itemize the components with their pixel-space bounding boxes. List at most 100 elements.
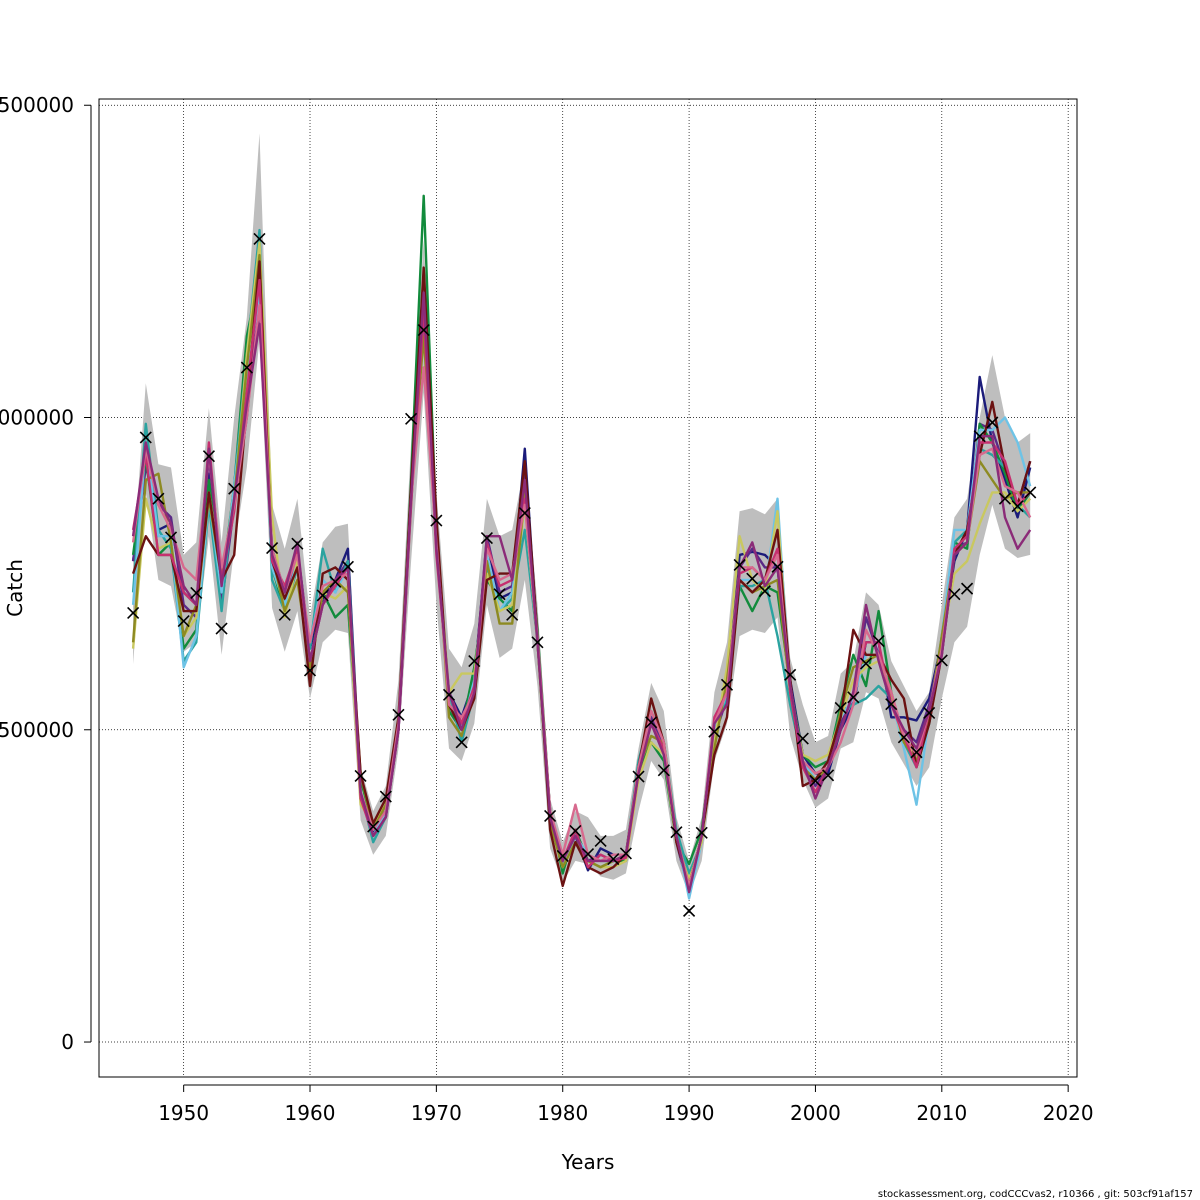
- observation-point: [923, 706, 936, 719]
- series-lines: [131, 194, 1032, 900]
- observation-point: [480, 531, 493, 545]
- x-axis-title: Years: [561, 1150, 615, 1174]
- marker-stroke: [544, 809, 557, 823]
- observation-point: [986, 416, 999, 429]
- marker-stroke: [506, 608, 519, 621]
- observation-point: [720, 678, 734, 691]
- marker-stroke: [202, 450, 215, 463]
- marker-stroke: [455, 736, 468, 749]
- x-tick-label: 1980: [537, 1101, 588, 1125]
- observation-point: [240, 361, 253, 374]
- marker-stroke: [910, 746, 923, 759]
- observation-point: [935, 654, 948, 667]
- series-line-6: [131, 241, 1032, 881]
- observation-point: [758, 585, 771, 598]
- observation-point: [127, 606, 140, 620]
- marker-stroke: [556, 849, 569, 862]
- x-tick-label: 1960: [285, 1101, 336, 1125]
- y-tick-label: 500000: [0, 718, 74, 742]
- observation-point: [202, 450, 215, 463]
- marker-stroke: [733, 558, 746, 571]
- observation-point: [998, 492, 1012, 505]
- marker-stroke: [316, 589, 329, 602]
- confidence-band-area: [133, 133, 1031, 896]
- observation-point: [973, 430, 986, 443]
- observation-point: [531, 636, 544, 649]
- marker-stroke: [986, 416, 999, 429]
- observation-point: [266, 541, 279, 555]
- marker-stroke: [228, 482, 241, 495]
- marker-stroke: [392, 708, 405, 721]
- footer-credit: stockassessment.org, codCCCvas2, r10366 …: [878, 1189, 1193, 1200]
- observation-point: [910, 746, 923, 759]
- observation-point: [430, 514, 443, 527]
- marker-stroke: [998, 492, 1012, 505]
- plot-frame: [98, 98, 1078, 1078]
- observation-point: [544, 809, 557, 823]
- observation-point: [784, 668, 797, 681]
- marker-stroke: [127, 606, 140, 620]
- observation-point: [392, 708, 405, 721]
- series-line-11: [131, 291, 1032, 894]
- marker-stroke: [367, 820, 380, 833]
- marker-stroke: [329, 575, 342, 588]
- observation-point: [303, 664, 317, 677]
- observation-point: [215, 622, 228, 635]
- confidence-band: [133, 133, 1031, 896]
- observation-point: [607, 852, 620, 866]
- marker-stroke: [923, 706, 936, 719]
- observation-point: [291, 537, 304, 550]
- observation-point: [405, 412, 418, 425]
- observation-point: [139, 431, 152, 444]
- marker-stroke: [897, 731, 910, 744]
- y-axis-title: Catch: [3, 559, 27, 617]
- observation-point: [367, 820, 380, 833]
- series-line-3: [131, 194, 1032, 875]
- observation-point: [506, 608, 519, 621]
- marker-stroke: [215, 622, 228, 635]
- marker-stroke: [619, 847, 632, 860]
- observation-point: [897, 731, 910, 744]
- marker-stroke: [303, 664, 317, 677]
- observation-point: [746, 572, 759, 585]
- marker-stroke: [164, 531, 178, 544]
- observation-point: [733, 558, 746, 571]
- observation-point: [948, 588, 961, 601]
- observation-point: [872, 635, 885, 648]
- marker-stroke: [796, 732, 809, 745]
- marker-stroke: [935, 654, 948, 667]
- marker-stroke: [240, 361, 253, 374]
- y-axis: 0 500000 1000000 1500000: [0, 93, 92, 1054]
- marker-stroke: [569, 824, 582, 838]
- marker-stroke: [594, 834, 607, 847]
- marker-stroke: [190, 586, 203, 600]
- observation-point: [961, 582, 974, 595]
- x-tick-label: 1970: [411, 1101, 462, 1125]
- marker-stroke: [834, 701, 847, 714]
- observation-point: [341, 560, 354, 573]
- marker-stroke: [720, 678, 734, 691]
- marker-stroke: [683, 904, 696, 917]
- observation-point: [417, 324, 430, 337]
- marker-stroke: [872, 635, 885, 648]
- observation-point: [708, 725, 721, 738]
- marker-stroke: [581, 847, 595, 861]
- x-axis: 1950 1960 1970 1980 1990 2000 2010 2020: [158, 1084, 1094, 1125]
- observation-point: [670, 826, 683, 839]
- observation-markers: [127, 232, 1037, 917]
- marker-stroke: [177, 615, 190, 628]
- observation-point: [594, 834, 607, 847]
- marker-stroke: [695, 826, 708, 839]
- observation-point: [455, 736, 468, 749]
- observation-point: [556, 849, 569, 862]
- observation-point: [847, 691, 860, 704]
- marker-stroke: [354, 769, 367, 783]
- x-tick-label: 1950: [158, 1101, 209, 1125]
- observation-point: [442, 688, 456, 701]
- marker-stroke: [341, 560, 354, 573]
- marker-stroke: [708, 725, 721, 738]
- marker-stroke: [493, 588, 506, 601]
- marker-stroke: [859, 657, 873, 670]
- observation-point: [329, 575, 342, 588]
